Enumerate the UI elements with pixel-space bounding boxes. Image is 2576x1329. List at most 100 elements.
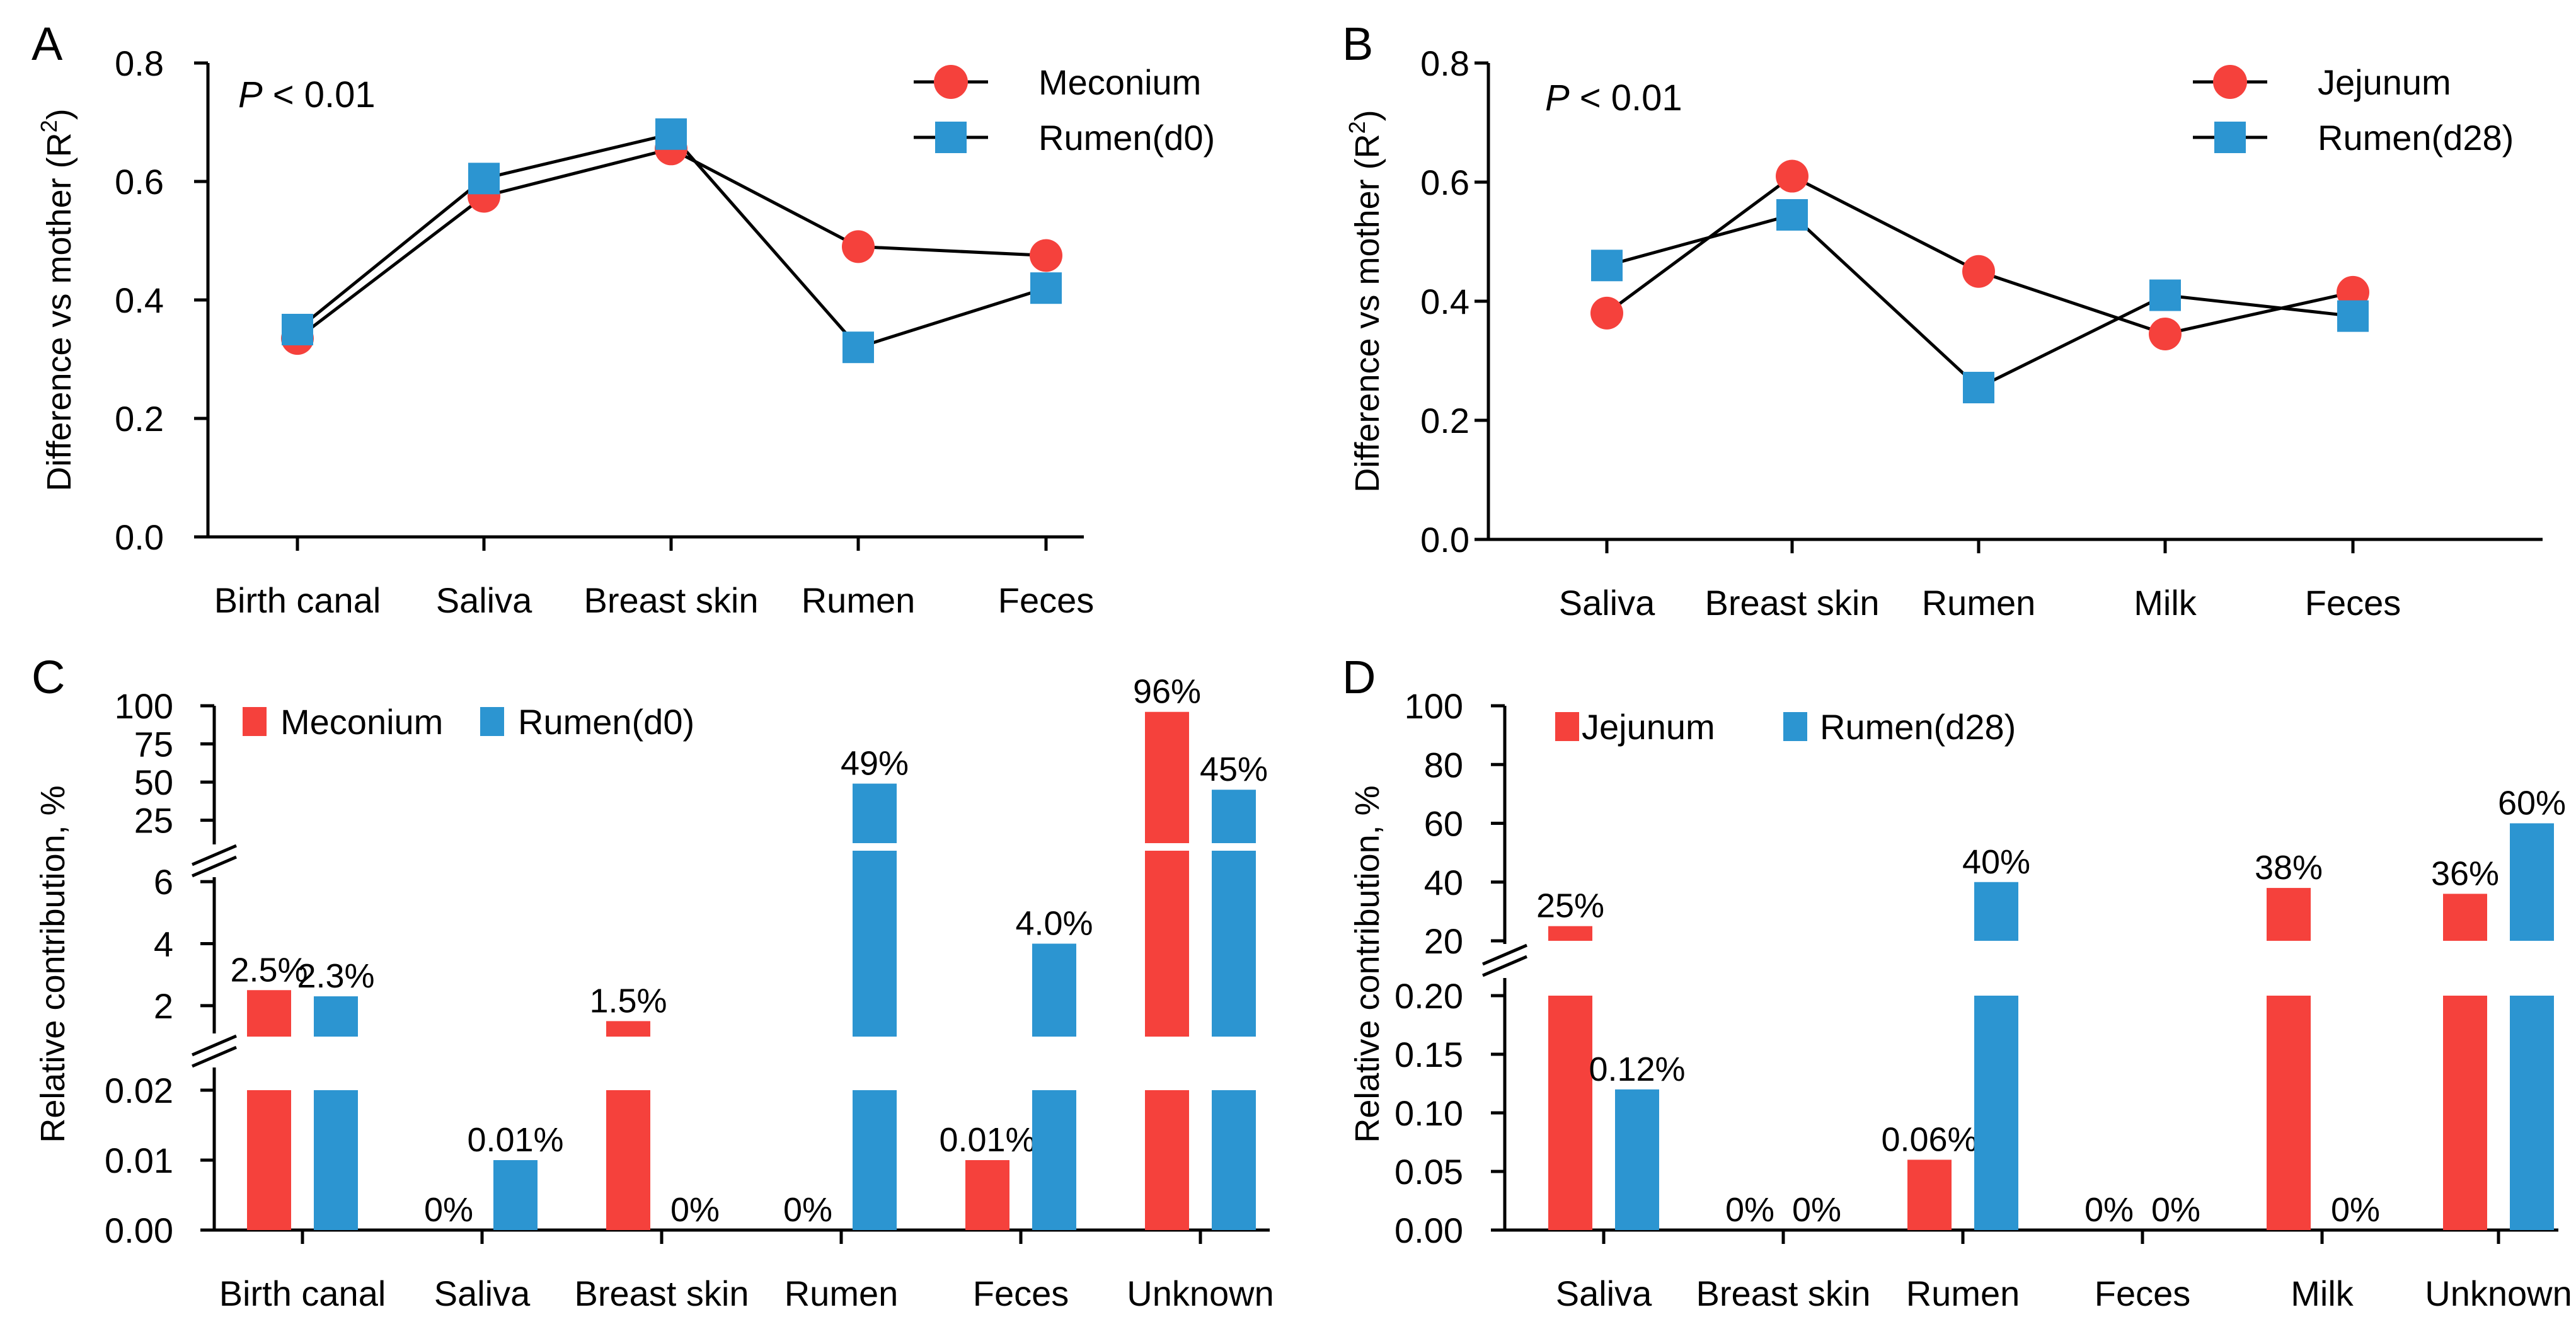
bar-rumen-d28- bbox=[1974, 882, 2018, 941]
y-tick-label: 0.8 bbox=[1420, 43, 1469, 83]
data-label-jejunum: 36% bbox=[2431, 854, 2499, 892]
data-label-jejunum: 0% bbox=[1725, 1191, 1774, 1229]
data-point-jejunum bbox=[2149, 317, 2182, 350]
data-label-rumen-d28-: 60% bbox=[2498, 785, 2566, 822]
x-tick-label: Rumen bbox=[785, 1274, 899, 1313]
x-tick-label: Breast skin bbox=[1705, 583, 1880, 623]
x-tick-label: Saliva bbox=[434, 1274, 531, 1313]
data-label-jejunum: 25% bbox=[1536, 887, 1604, 925]
data-point-rumen-d28- bbox=[1591, 250, 1623, 282]
bar-rumen-d0- bbox=[853, 1090, 897, 1230]
bar-meconium bbox=[247, 1090, 291, 1230]
y-tick-label: 0.6 bbox=[1420, 163, 1469, 202]
panel-c-axis-break bbox=[192, 844, 237, 866]
y-tick-label: 4 bbox=[154, 924, 173, 964]
data-point-rumen-d0- bbox=[282, 314, 313, 345]
panel-d-axis-break bbox=[1482, 955, 1527, 977]
data-point-rumen-d0- bbox=[1030, 272, 1062, 304]
y-tick-label: 0.2 bbox=[1420, 401, 1469, 440]
x-tick-label: Saliva bbox=[436, 580, 532, 620]
data-label-rumen-d0-: 4.0% bbox=[1015, 905, 1093, 943]
data-label-rumen-d0-: 45% bbox=[1200, 751, 1268, 788]
bar-rumen-d28- bbox=[1615, 1089, 1659, 1230]
data-label-rumen-d28-: 40% bbox=[1962, 843, 2030, 881]
data-label-rumen-d28-: 0% bbox=[2151, 1191, 2200, 1229]
x-tick-label: Breast skin bbox=[575, 1274, 749, 1313]
data-point-rumen-d28- bbox=[1776, 198, 1808, 231]
y-tick-label: 50 bbox=[134, 762, 173, 802]
legend-label-rumen-d28: Rumen(d28) bbox=[1820, 707, 2016, 747]
x-tick-label: Breast skin bbox=[1696, 1274, 1871, 1313]
data-label-rumen-d28-: 0% bbox=[2331, 1191, 2380, 1229]
legend-swatch-jejunum bbox=[1555, 712, 1579, 741]
legend-label-rumen-d0: Rumen(d0) bbox=[1038, 118, 1215, 158]
y-tick-label: 0.6 bbox=[115, 162, 164, 202]
data-label-rumen-d28-: 0.12% bbox=[1589, 1050, 1685, 1088]
y-tick-label: 40 bbox=[1424, 863, 1463, 902]
x-tick-label: Saliva bbox=[1559, 583, 1655, 623]
bar-jejunum bbox=[1548, 926, 1592, 941]
data-label-rumen-d0-: 0% bbox=[670, 1191, 720, 1229]
data-point-rumen-d28- bbox=[1963, 372, 1994, 404]
y-tick-label: 100 bbox=[1405, 686, 1463, 726]
panel-d-chart: 0.00 0.05 0.10 0.15 0.20 20 40 60 80 100 Saliva Br… bbox=[1348, 686, 2572, 1313]
panel-c-y-label: Relative contribution, % bbox=[34, 785, 72, 1142]
data-point-meconium bbox=[842, 230, 875, 263]
y-tick-label: 0.20 bbox=[1394, 976, 1463, 1016]
x-tick-label: Rumen bbox=[1906, 1274, 2020, 1313]
legend-label-meconium: Meconium bbox=[1038, 62, 1201, 102]
y-tick-label: 0.02 bbox=[105, 1071, 173, 1110]
x-tick-label: Feces bbox=[973, 1274, 1069, 1313]
x-tick-label: Birth canal bbox=[214, 580, 381, 620]
panel-c-legend: Meconium Rumen(d0) bbox=[243, 702, 694, 742]
panel-c-axis-break bbox=[192, 1045, 237, 1068]
bar-rumen-d0- bbox=[314, 1090, 358, 1230]
data-point-rumen-d28- bbox=[2337, 300, 2369, 332]
data-point-rumen-d0- bbox=[468, 163, 500, 195]
data-point-jejunum bbox=[1776, 159, 1808, 193]
bar-rumen-d0- bbox=[1212, 851, 1256, 1037]
bar-rumen-d0- bbox=[314, 996, 358, 1037]
panel-a-p-value: P < 0.01 bbox=[238, 74, 376, 115]
x-tick-label: Saliva bbox=[1556, 1274, 1652, 1313]
bar-jejunum bbox=[1548, 996, 1592, 1230]
panel-letter-c: C bbox=[32, 651, 65, 703]
bar-jejunum bbox=[2267, 996, 2311, 1230]
bar-meconium bbox=[1145, 1090, 1189, 1230]
bar-rumen-d0- bbox=[1032, 1090, 1076, 1230]
data-point-jejunum bbox=[1962, 255, 1995, 288]
x-tick-label: Breast skin bbox=[584, 580, 759, 620]
data-label-meconium: 0.01% bbox=[939, 1121, 1035, 1159]
y-tick-label: 0.01 bbox=[105, 1141, 173, 1180]
data-label-jejunum: 0% bbox=[2084, 1191, 2134, 1229]
legend-label-rumen-d0: Rumen(d0) bbox=[518, 702, 694, 742]
bar-rumen-d0- bbox=[853, 783, 897, 843]
y-tick-label: 75 bbox=[134, 725, 173, 764]
y-tick-label: 0.4 bbox=[1420, 282, 1469, 321]
data-label-rumen-d28-: 0% bbox=[1792, 1191, 1841, 1229]
y-tick-label: 2 bbox=[154, 986, 173, 1026]
panel-letter-d: D bbox=[1342, 651, 1376, 703]
panel-b-y-label: Difference vs mother (R2) bbox=[1344, 110, 1386, 492]
y-tick-label: 0.0 bbox=[115, 517, 164, 557]
bar-rumen-d0- bbox=[1212, 1090, 1256, 1230]
panel-d-legend: Jejunum Rumen(d28) bbox=[1555, 707, 2016, 747]
y-tick-label: 0.4 bbox=[115, 280, 164, 320]
bar-rumen-d0- bbox=[853, 851, 897, 1037]
x-tick-label: Feces bbox=[2305, 583, 2401, 623]
data-label-meconium: 0% bbox=[783, 1191, 832, 1229]
data-label-jejunum: 0.06% bbox=[1881, 1120, 1977, 1158]
data-label-meconium: 2.5% bbox=[230, 951, 308, 989]
x-tick-label: Unknown bbox=[1127, 1274, 1274, 1313]
panel-d-y-label: Relative contribution, % bbox=[1348, 785, 1386, 1142]
y-tick-label: 0.10 bbox=[1394, 1093, 1463, 1133]
x-tick-label: Feces bbox=[2095, 1274, 2191, 1313]
legend-swatch-rumen-d28 bbox=[1783, 712, 1807, 741]
y-tick-label: 20 bbox=[1424, 921, 1463, 961]
bar-rumen-d28- bbox=[2510, 996, 2554, 1230]
x-tick-label: Unknown bbox=[2425, 1274, 2572, 1313]
bar-meconium bbox=[606, 1021, 650, 1037]
legend-swatch-meconium bbox=[243, 707, 267, 736]
